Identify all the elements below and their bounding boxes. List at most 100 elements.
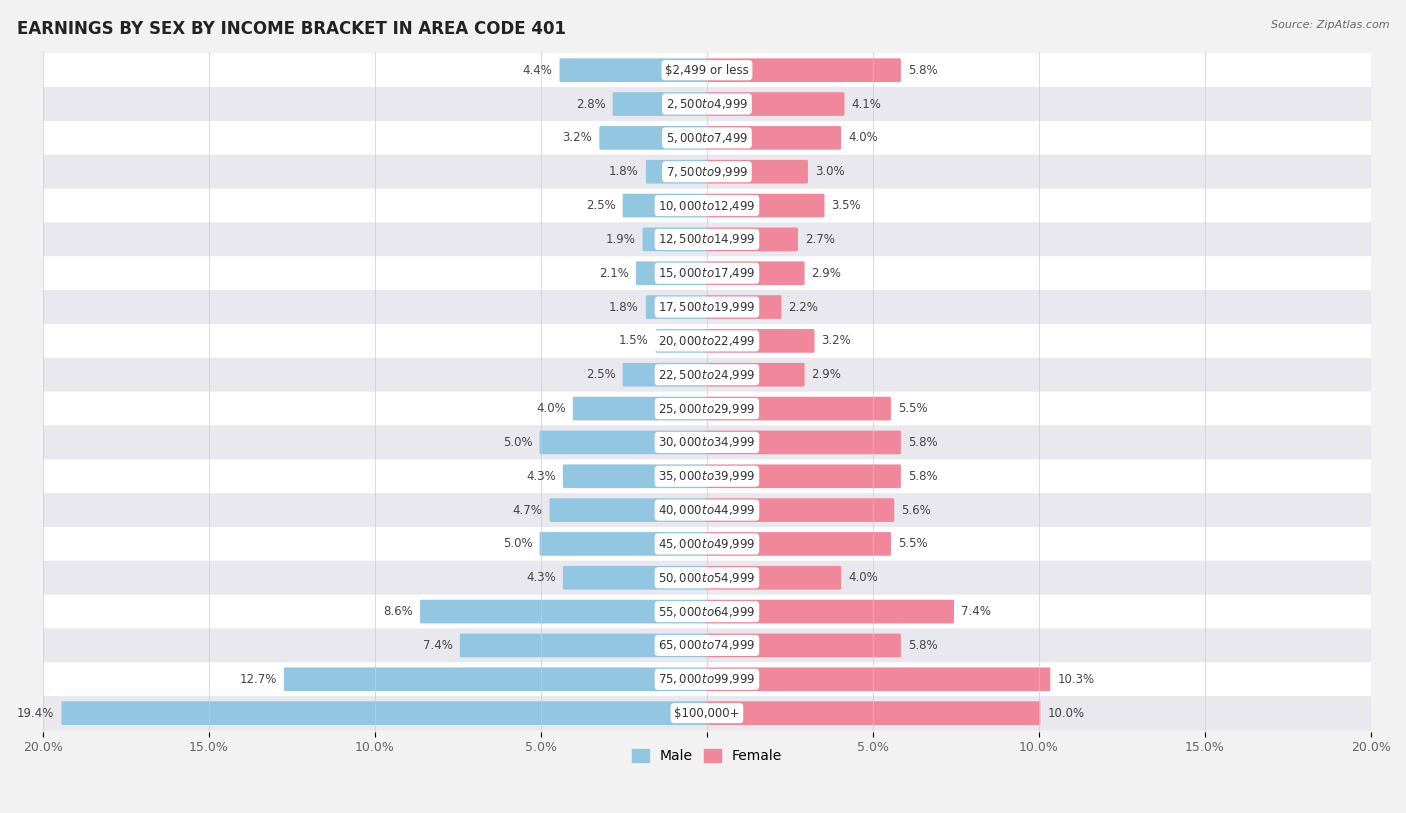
FancyBboxPatch shape [706, 498, 894, 522]
Text: 4.0%: 4.0% [848, 132, 877, 145]
FancyBboxPatch shape [284, 667, 709, 691]
Text: $2,499 or less: $2,499 or less [665, 63, 749, 76]
FancyBboxPatch shape [560, 59, 709, 82]
FancyBboxPatch shape [32, 154, 1381, 189]
Text: EARNINGS BY SEX BY INCOME BRACKET IN AREA CODE 401: EARNINGS BY SEX BY INCOME BRACKET IN ARE… [17, 20, 565, 38]
Text: 2.7%: 2.7% [804, 233, 835, 246]
FancyBboxPatch shape [636, 262, 709, 285]
FancyBboxPatch shape [32, 87, 1381, 121]
FancyBboxPatch shape [645, 295, 709, 319]
Legend: Male, Female: Male, Female [627, 744, 787, 769]
FancyBboxPatch shape [706, 228, 799, 251]
FancyBboxPatch shape [572, 397, 709, 420]
FancyBboxPatch shape [706, 464, 901, 488]
FancyBboxPatch shape [623, 193, 709, 217]
Text: $12,500 to $14,999: $12,500 to $14,999 [658, 233, 755, 246]
Text: 10.3%: 10.3% [1057, 673, 1094, 686]
Text: $20,000 to $22,499: $20,000 to $22,499 [658, 334, 755, 348]
Text: $15,000 to $17,499: $15,000 to $17,499 [658, 266, 755, 280]
FancyBboxPatch shape [32, 696, 1381, 730]
Text: 2.9%: 2.9% [811, 368, 841, 381]
Text: 4.4%: 4.4% [523, 63, 553, 76]
FancyBboxPatch shape [706, 431, 901, 454]
Text: $22,500 to $24,999: $22,500 to $24,999 [658, 367, 755, 382]
Text: 5.0%: 5.0% [503, 537, 533, 550]
FancyBboxPatch shape [562, 566, 709, 589]
Text: 4.3%: 4.3% [526, 470, 555, 483]
Text: $100,000+: $100,000+ [675, 706, 740, 720]
Text: 7.4%: 7.4% [960, 605, 991, 618]
FancyBboxPatch shape [32, 561, 1381, 594]
Text: 8.6%: 8.6% [384, 605, 413, 618]
Text: $17,500 to $19,999: $17,500 to $19,999 [658, 300, 755, 314]
FancyBboxPatch shape [32, 256, 1381, 290]
FancyBboxPatch shape [706, 397, 891, 420]
Text: $45,000 to $49,999: $45,000 to $49,999 [658, 537, 755, 551]
FancyBboxPatch shape [706, 295, 782, 319]
Text: 4.3%: 4.3% [526, 572, 555, 585]
Text: 3.2%: 3.2% [562, 132, 592, 145]
Text: $75,000 to $99,999: $75,000 to $99,999 [658, 672, 755, 686]
Text: 10.0%: 10.0% [1047, 706, 1084, 720]
Text: 19.4%: 19.4% [17, 706, 55, 720]
FancyBboxPatch shape [32, 493, 1381, 527]
Text: 7.4%: 7.4% [423, 639, 453, 652]
Text: 2.2%: 2.2% [789, 301, 818, 314]
Text: $7,500 to $9,999: $7,500 to $9,999 [665, 165, 748, 179]
FancyBboxPatch shape [706, 600, 955, 624]
FancyBboxPatch shape [706, 633, 901, 657]
Text: $50,000 to $54,999: $50,000 to $54,999 [658, 571, 755, 585]
Text: 5.0%: 5.0% [503, 436, 533, 449]
Text: $65,000 to $74,999: $65,000 to $74,999 [658, 638, 755, 653]
FancyBboxPatch shape [550, 498, 709, 522]
FancyBboxPatch shape [32, 223, 1381, 256]
FancyBboxPatch shape [706, 193, 824, 217]
Text: 2.9%: 2.9% [811, 267, 841, 280]
Text: 5.8%: 5.8% [908, 436, 938, 449]
FancyBboxPatch shape [460, 633, 709, 657]
FancyBboxPatch shape [706, 126, 841, 150]
FancyBboxPatch shape [32, 121, 1381, 154]
Text: 5.5%: 5.5% [898, 402, 928, 415]
FancyBboxPatch shape [706, 92, 845, 116]
Text: $30,000 to $34,999: $30,000 to $34,999 [658, 436, 755, 450]
FancyBboxPatch shape [540, 532, 709, 556]
FancyBboxPatch shape [420, 600, 709, 624]
FancyBboxPatch shape [706, 363, 804, 387]
Text: 5.8%: 5.8% [908, 639, 938, 652]
Text: 4.0%: 4.0% [536, 402, 565, 415]
Text: 1.8%: 1.8% [609, 165, 638, 178]
Text: 5.5%: 5.5% [898, 537, 928, 550]
Text: Source: ZipAtlas.com: Source: ZipAtlas.com [1271, 20, 1389, 30]
FancyBboxPatch shape [32, 392, 1381, 425]
FancyBboxPatch shape [32, 54, 1381, 87]
Text: $10,000 to $12,499: $10,000 to $12,499 [658, 198, 755, 212]
FancyBboxPatch shape [706, 667, 1050, 691]
Text: 1.9%: 1.9% [606, 233, 636, 246]
Text: 2.5%: 2.5% [586, 368, 616, 381]
FancyBboxPatch shape [32, 189, 1381, 223]
Text: $40,000 to $44,999: $40,000 to $44,999 [658, 503, 755, 517]
FancyBboxPatch shape [32, 663, 1381, 696]
FancyBboxPatch shape [32, 324, 1381, 358]
Text: $2,500 to $4,999: $2,500 to $4,999 [665, 97, 748, 111]
Text: $55,000 to $64,999: $55,000 to $64,999 [658, 605, 755, 619]
FancyBboxPatch shape [706, 59, 901, 82]
FancyBboxPatch shape [540, 431, 709, 454]
FancyBboxPatch shape [613, 92, 709, 116]
FancyBboxPatch shape [623, 363, 709, 387]
Text: 3.2%: 3.2% [821, 334, 851, 347]
FancyBboxPatch shape [599, 126, 709, 150]
FancyBboxPatch shape [32, 425, 1381, 459]
Text: 5.8%: 5.8% [908, 63, 938, 76]
FancyBboxPatch shape [706, 160, 808, 184]
FancyBboxPatch shape [706, 262, 804, 285]
FancyBboxPatch shape [562, 464, 709, 488]
FancyBboxPatch shape [706, 566, 841, 589]
Text: 4.7%: 4.7% [513, 503, 543, 516]
FancyBboxPatch shape [706, 532, 891, 556]
Text: 3.5%: 3.5% [831, 199, 860, 212]
Text: 3.0%: 3.0% [815, 165, 845, 178]
FancyBboxPatch shape [32, 527, 1381, 561]
Text: 1.8%: 1.8% [609, 301, 638, 314]
